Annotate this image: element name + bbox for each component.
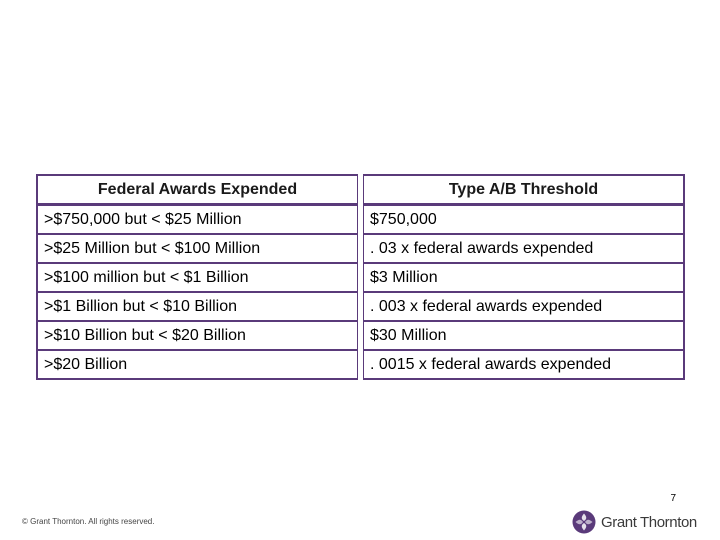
cell-awards-range: >$100 million but < $1 Billion [36,263,358,292]
grant-thornton-logo: Grant Thornton [572,510,697,534]
table-row: >$750,000 but < $25 Million $750,000 [36,205,685,234]
column-header-federal-awards: Federal Awards Expended [36,174,358,205]
column-header-threshold: Type A/B Threshold [363,174,685,205]
cell-threshold: $750,000 [363,205,685,234]
cell-threshold: . 003 x federal awards expended [363,292,685,321]
cell-threshold: . 03 x federal awards expended [363,234,685,263]
cell-awards-range: >$1 Billion but < $10 Billion [36,292,358,321]
cell-threshold: . 0015 x federal awards expended [363,350,685,380]
cell-awards-range: >$750,000 but < $25 Million [36,205,358,234]
cell-awards-range: >$25 Million but < $100 Million [36,234,358,263]
table-row: >$20 Billion . 0015 x federal awards exp… [36,350,685,380]
table-row: >$25 Million but < $100 Million . 03 x f… [36,234,685,263]
grant-thornton-logo-mark-icon [572,510,596,534]
table-row: >$10 Billion but < $20 Billion $30 Milli… [36,321,685,350]
cell-threshold: $30 Million [363,321,685,350]
cell-awards-range: >$10 Billion but < $20 Billion [36,321,358,350]
cell-threshold: $3 Million [363,263,685,292]
table-header-row: Federal Awards Expended Type A/B Thresho… [36,174,685,205]
page-number: 7 [670,493,676,504]
table-row: >$100 million but < $1 Billion $3 Millio… [36,263,685,292]
copyright-notice: © Grant Thornton. All rights reserved. [22,517,155,526]
cell-awards-range: >$20 Billion [36,350,358,380]
threshold-table: Federal Awards Expended Type A/B Thresho… [36,174,685,380]
table-row: >$1 Billion but < $10 Billion . 003 x fe… [36,292,685,321]
logo-text: Grant Thornton [601,513,697,531]
